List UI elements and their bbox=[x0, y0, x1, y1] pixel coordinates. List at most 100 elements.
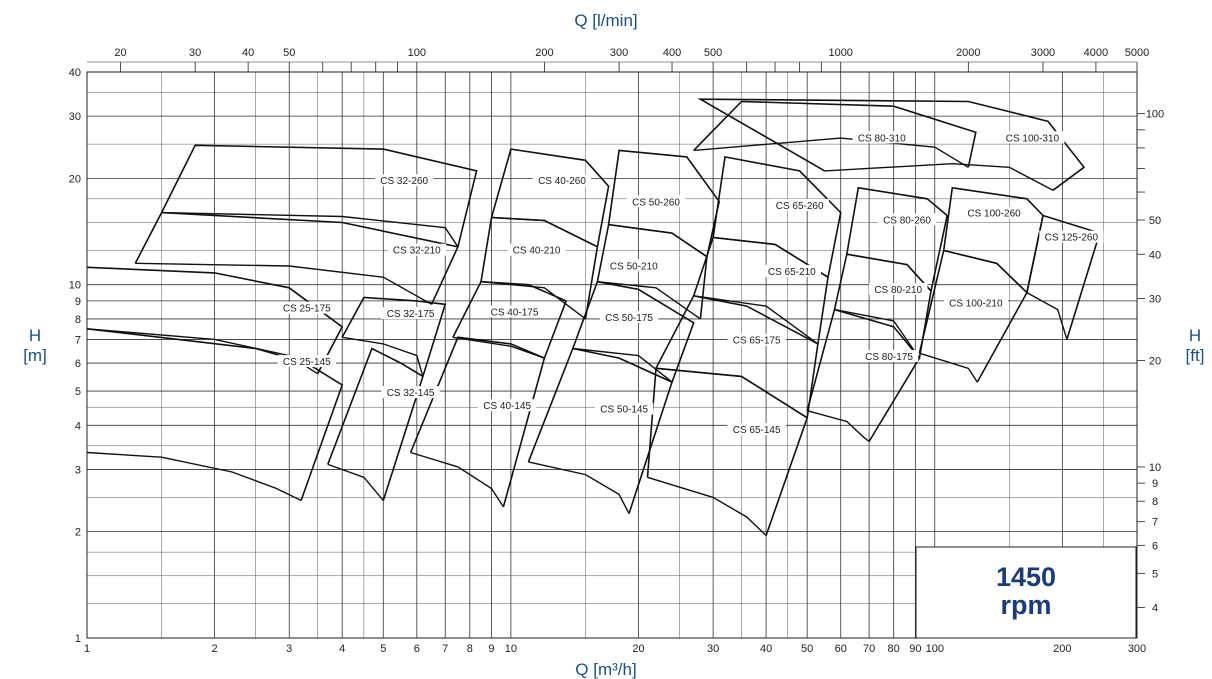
pump-zone-cs-40-210 bbox=[480, 216, 599, 320]
pump-curve-cs-50-260 bbox=[608, 223, 708, 258]
x-bottom-tick-label: 60 bbox=[835, 643, 847, 655]
curve-label: CS 50-260 bbox=[632, 197, 680, 208]
curve-label: CS 80-175 bbox=[865, 352, 913, 363]
pump-curve-cs-100-310 bbox=[824, 162, 1054, 191]
plot-frame bbox=[86, 71, 1138, 639]
pump-curve-cs-32-145 bbox=[327, 463, 384, 501]
curve-label-bg bbox=[381, 307, 440, 320]
curve-label-bg bbox=[727, 333, 786, 346]
axis-ticks: 1 2 3 4 5 6 7 8 9 10 20 30 40 50 60 70 80 90 100 200 300 20 30… bbox=[69, 47, 1164, 655]
curve-labels: CS 25-145 CS 25-175 CS 32-145 CS 32-175 CS 3… bbox=[277, 131, 1104, 436]
y-left-tick-label: 6 bbox=[75, 358, 81, 370]
curve-label: CS 25-175 bbox=[283, 304, 331, 315]
y-left-tick-label: 7 bbox=[75, 334, 81, 346]
curve-label: CS 50-145 bbox=[600, 405, 648, 416]
curve-label: CS 40-260 bbox=[538, 176, 586, 187]
y-right-tick-label: 5 bbox=[1152, 568, 1158, 580]
curve-label: CS 50-175 bbox=[605, 313, 653, 324]
y-left-tick-label: 1 bbox=[75, 633, 81, 645]
x-top-tick-label: 100 bbox=[408, 47, 426, 59]
pump-zone-cs-65-175 bbox=[655, 294, 819, 418]
curve-label: CS 32-175 bbox=[387, 309, 435, 320]
y-left-tick-label: 10 bbox=[69, 280, 81, 292]
x-bottom-tick-label: 90 bbox=[909, 643, 921, 655]
x-top-tick-label: 400 bbox=[663, 47, 681, 59]
pump-curves bbox=[86, 98, 1101, 537]
x-top-tick-label: 40 bbox=[242, 47, 254, 59]
curve-label-bg bbox=[277, 301, 336, 314]
curve-label: CS 65-145 bbox=[733, 425, 781, 436]
y-left-tick-label: 4 bbox=[75, 420, 81, 432]
curve-label-bg bbox=[477, 399, 537, 412]
pump-zone-cs-25-175 bbox=[86, 266, 344, 375]
y-right-tick-label: 20 bbox=[1149, 356, 1161, 368]
pump-zone-cs-80-175 bbox=[806, 308, 921, 442]
curve-label-bg bbox=[943, 296, 1008, 309]
pump-curve-cs-100-260 bbox=[943, 249, 1028, 294]
y-left-tick-label: 20 bbox=[69, 173, 81, 185]
x-bottom-tick-label: 10 bbox=[505, 643, 517, 655]
pump-curve-cs-80-175 bbox=[807, 410, 870, 443]
x-bottom-tick-label: 2 bbox=[212, 643, 218, 655]
y-left-tick-label: 30 bbox=[69, 111, 81, 123]
right-axis-title-line1: H bbox=[1189, 326, 1201, 345]
rpm-box-frame bbox=[915, 546, 1137, 639]
x-bottom-tick-label: 40 bbox=[760, 643, 772, 655]
x-top-tick-label: 4000 bbox=[1084, 47, 1108, 59]
curve-label: CS 125-260 bbox=[1045, 233, 1099, 244]
pump-curve-cs-80-210 bbox=[834, 308, 920, 359]
curve-label: CS 32-260 bbox=[380, 176, 428, 187]
curve-label: CS 65-260 bbox=[776, 201, 824, 212]
x-top-tick-label: 2000 bbox=[956, 47, 980, 59]
curve-label: CS 32-210 bbox=[393, 246, 441, 257]
pump-curve-cs-40-210 bbox=[480, 281, 586, 320]
curve-label-bg bbox=[869, 282, 928, 295]
curve-label-bg bbox=[962, 206, 1027, 219]
pump-zone-cs-40-260 bbox=[490, 148, 610, 247]
curve-label-bg bbox=[374, 174, 434, 187]
curve-label: CS 65-175 bbox=[733, 336, 781, 347]
pump-zone-cs-32-145 bbox=[327, 347, 424, 501]
pump-curve-cs-65-210 bbox=[693, 295, 819, 345]
curve-label-bg bbox=[604, 259, 664, 272]
pump-curve-cs-50-145 bbox=[528, 461, 630, 514]
curve-label: CS 100-210 bbox=[949, 298, 1003, 309]
y-right-tick-label: 40 bbox=[1149, 249, 1161, 261]
x-top-tick-label: 3000 bbox=[1031, 47, 1055, 59]
x-top-tick-label: 1000 bbox=[828, 47, 852, 59]
curve-label: CS 32-145 bbox=[387, 388, 435, 399]
pump-curve-cs-40-175 bbox=[452, 336, 545, 359]
y-left-tick-label: 8 bbox=[75, 314, 81, 326]
pump-curve-cs-40-145 bbox=[410, 451, 504, 508]
curve-label-bg bbox=[507, 243, 566, 256]
pump-zone-cs-100-260 bbox=[942, 186, 1044, 293]
y-right-tick-label: 30 bbox=[1149, 293, 1161, 305]
y-right-tick-label: 6 bbox=[1152, 540, 1158, 552]
pump-zone-cs-100-310 bbox=[697, 98, 1086, 191]
pump-zone-cs-65-210 bbox=[692, 236, 829, 345]
curve-label: CS 50-210 bbox=[610, 261, 658, 272]
curve-label: CS 100-310 bbox=[1006, 133, 1060, 144]
x-bottom-tick-label: 4 bbox=[339, 643, 345, 655]
curve-label-bg bbox=[762, 264, 822, 277]
rpm-box: 1450 rpm bbox=[915, 546, 1137, 639]
right-axis-title-line2: [ft] bbox=[1186, 346, 1205, 365]
x-bottom-tick-label: 8 bbox=[467, 643, 473, 655]
x-bottom-tick-label: 6 bbox=[414, 643, 420, 655]
pump-zone-cs-32-260 bbox=[160, 144, 478, 247]
rpm-value: 1450 bbox=[996, 562, 1056, 592]
pump-curve-cs-125-260 bbox=[1026, 291, 1068, 340]
left-axis-title-line1: H bbox=[29, 326, 41, 345]
x-top-tick-label: 30 bbox=[189, 47, 201, 59]
pump-curve-cs-40-260 bbox=[491, 216, 598, 248]
x-bottom-tick-label: 300 bbox=[1128, 643, 1146, 655]
x-bottom-tick-label: 9 bbox=[488, 643, 494, 655]
y-left-tick-label: 5 bbox=[75, 386, 81, 398]
curve-label: CS 40-210 bbox=[513, 246, 561, 257]
x-bottom-tick-label: 80 bbox=[888, 643, 900, 655]
pump-curve-cs-80-310 bbox=[693, 137, 969, 168]
y-right-tick-label: 9 bbox=[1152, 478, 1158, 490]
curve-label: CS 65-210 bbox=[768, 267, 816, 278]
pump-zone-cs-80-260 bbox=[846, 186, 949, 292]
